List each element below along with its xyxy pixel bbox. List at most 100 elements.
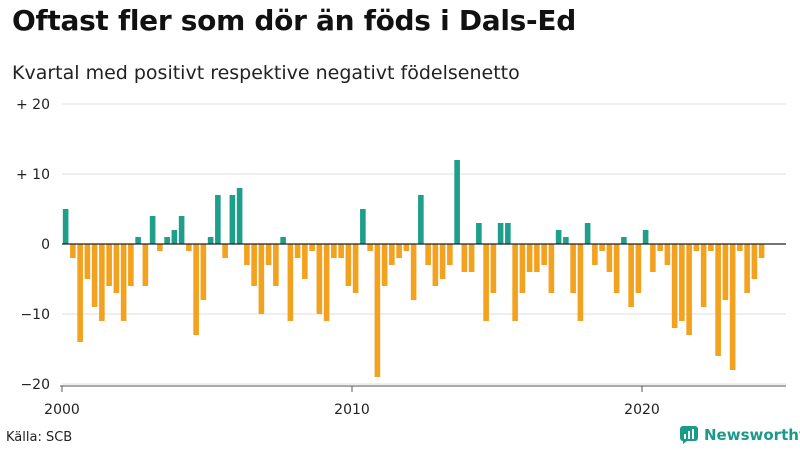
bar: [309, 244, 315, 251]
bar: [229, 195, 236, 244]
bar: [526, 244, 533, 272]
bar: [294, 244, 301, 258]
bar: [389, 244, 395, 265]
bar: [657, 244, 663, 251]
y-tick-label: + 20: [16, 97, 50, 113]
bar: [135, 237, 141, 244]
bar: [700, 244, 707, 307]
bar: [468, 244, 475, 272]
bar: [258, 244, 265, 314]
bar: [70, 244, 76, 258]
bar: [128, 244, 134, 286]
bar: [316, 244, 323, 314]
bar: [577, 244, 584, 321]
bar: [635, 244, 642, 293]
bar: [200, 244, 207, 300]
bar: [99, 244, 105, 321]
bar: [352, 244, 359, 293]
bar: [244, 244, 250, 265]
bar: [483, 244, 489, 321]
bar: [548, 244, 555, 293]
bar: [164, 237, 170, 244]
bar: [722, 244, 729, 300]
bar: [280, 237, 286, 244]
bar: [222, 244, 228, 258]
bar: [737, 244, 743, 251]
bar: [563, 237, 569, 244]
y-tick-label: −20: [20, 377, 50, 393]
bar: [215, 195, 221, 244]
bar: [454, 160, 460, 244]
axes: + 20 + 10 0 −10 −20 2000 2010 2020: [16, 97, 786, 418]
x-tick-label: 2020: [624, 402, 660, 418]
bar: [251, 244, 257, 286]
gridlines: [62, 103, 786, 385]
bar: [425, 244, 431, 265]
bar: [374, 244, 381, 377]
y-tick-label: −10: [20, 307, 50, 323]
bar: [671, 244, 678, 328]
bar: [758, 244, 765, 258]
bar: [178, 216, 185, 244]
bar: [693, 244, 700, 251]
bar: [186, 244, 192, 251]
bars: [62, 160, 765, 377]
y-tick-label: + 10: [16, 167, 50, 183]
bar: [519, 244, 526, 293]
bar: [360, 209, 366, 244]
bar: [439, 244, 446, 279]
bar: [142, 244, 149, 286]
bar: [592, 244, 598, 265]
bar: [447, 244, 453, 265]
bar: [396, 244, 402, 258]
bar: [410, 244, 417, 300]
bar: [323, 244, 330, 321]
bar: [91, 244, 98, 307]
bar: [331, 244, 337, 258]
bar: [613, 244, 620, 293]
bar: [715, 244, 721, 356]
bar: [273, 244, 279, 286]
x-tick-label: 2010: [334, 402, 370, 418]
bar: [193, 244, 199, 335]
bar: [664, 244, 671, 265]
bar: [149, 216, 156, 244]
bar: [207, 237, 214, 244]
bar: [381, 244, 388, 286]
bar: [120, 244, 127, 321]
bar: [686, 244, 692, 335]
bar: [302, 244, 308, 279]
bar: [744, 244, 750, 293]
bar: [77, 244, 83, 342]
bar: [287, 244, 294, 321]
bar: [418, 195, 424, 244]
bar: [541, 244, 547, 265]
bar: [570, 244, 576, 293]
bar: [367, 244, 373, 251]
x-tick-label: 2000: [44, 402, 80, 418]
bar: [157, 244, 163, 251]
bar: [729, 244, 736, 370]
bar: [62, 209, 69, 244]
bar: [236, 188, 243, 244]
bar: [265, 244, 272, 265]
bar: [599, 244, 605, 251]
bar: [708, 244, 714, 251]
bar: [345, 244, 352, 286]
bar: [650, 244, 656, 272]
bar: [106, 244, 112, 286]
brand-logo: Newsworthy: [680, 426, 800, 444]
chart-subtitle: Kvartal med positivt respektive negativt…: [12, 62, 520, 84]
bar: [534, 244, 540, 272]
bar: [505, 223, 511, 244]
bar: [476, 223, 482, 244]
bar: [751, 244, 758, 279]
bar: [584, 223, 591, 244]
bar: [512, 244, 518, 321]
bar: [171, 230, 178, 244]
bar: [606, 244, 613, 272]
bar: [113, 244, 120, 293]
bar: [555, 230, 562, 244]
bar: [461, 244, 468, 272]
bar: [679, 244, 685, 321]
